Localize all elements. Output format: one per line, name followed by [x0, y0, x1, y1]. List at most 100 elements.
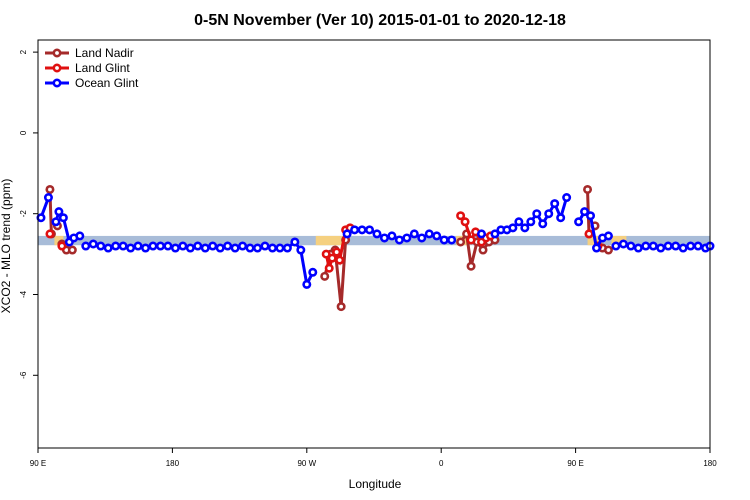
data-point — [550, 199, 560, 209]
data-point — [223, 241, 233, 251]
data-point — [357, 225, 367, 235]
data-point — [36, 213, 46, 223]
x-tick-label: 0 — [439, 459, 444, 468]
data-point — [648, 241, 658, 251]
data-point — [466, 261, 476, 271]
data-point — [532, 209, 542, 219]
data-point — [526, 217, 536, 227]
data-point — [447, 235, 457, 245]
data-point — [603, 231, 613, 241]
data-point — [394, 235, 404, 245]
legend-marker — [52, 48, 62, 58]
reference-band — [38, 235, 710, 246]
y-tick-label: -6 — [19, 371, 28, 379]
data-point — [574, 217, 584, 227]
data-point — [432, 231, 442, 241]
data-point — [245, 243, 255, 253]
data-point — [336, 302, 346, 312]
data-point — [324, 263, 334, 273]
data-point — [43, 193, 53, 203]
plot-area — [36, 184, 715, 312]
data-point — [208, 241, 218, 251]
data-point — [641, 241, 651, 251]
band-highlight — [54, 235, 64, 246]
data-point — [335, 255, 345, 265]
data-point — [671, 241, 681, 251]
data-point — [409, 229, 419, 239]
data-point — [57, 241, 67, 251]
data-point — [514, 217, 524, 227]
data-point — [320, 271, 330, 281]
band-highlight — [611, 235, 627, 246]
data-point — [96, 241, 106, 251]
legend-label: Land Glint — [75, 61, 130, 75]
data-point — [238, 241, 248, 251]
data-point — [424, 229, 434, 239]
data-point — [584, 229, 594, 239]
data-point — [466, 235, 476, 245]
data-point — [387, 231, 397, 241]
series-ocean-glint — [36, 193, 715, 290]
legend-marker — [52, 63, 62, 73]
data-point — [456, 211, 466, 221]
data-point — [417, 233, 427, 243]
data-point — [67, 245, 77, 255]
data-point — [163, 241, 173, 251]
data-point — [402, 233, 412, 243]
y-tick-label: 2 — [19, 49, 28, 54]
legend-label: Ocean Glint — [75, 76, 139, 90]
data-point — [45, 184, 55, 194]
x-tick-label: 90 W — [297, 459, 316, 468]
x-axis: 90 E 180 90 W 0 90 E 180 — [30, 448, 717, 468]
legend-label: Land Nadir — [75, 46, 134, 60]
y-axis-label: XCO2 - MLO trend (ppm) — [0, 179, 13, 314]
data-point — [126, 243, 136, 253]
data-point — [185, 243, 195, 253]
data-point — [148, 241, 158, 251]
data-point — [490, 229, 500, 239]
data-point — [170, 243, 180, 253]
data-point — [200, 243, 210, 253]
data-point — [372, 229, 382, 239]
data-point — [290, 237, 300, 247]
data-point — [321, 249, 331, 259]
y-tick-label: 0 — [19, 130, 28, 135]
data-point — [456, 237, 466, 247]
data-point — [439, 235, 449, 245]
data-point — [118, 241, 128, 251]
data-point — [477, 229, 487, 239]
data-point — [633, 243, 643, 253]
x-tick-label: 180 — [703, 459, 717, 468]
data-point — [308, 267, 318, 277]
data-point — [103, 243, 113, 253]
x-axis-label: Longitude — [349, 477, 402, 491]
data-point — [580, 207, 590, 217]
data-point — [618, 239, 628, 249]
data-point — [193, 241, 203, 251]
data-point — [538, 219, 548, 229]
data-point — [267, 243, 277, 253]
data-point — [75, 231, 85, 241]
data-point — [282, 243, 292, 253]
data-point — [275, 243, 285, 253]
y-tick-label: -2 — [19, 210, 28, 218]
data-point — [544, 209, 554, 219]
y-axis: 2 0 -2 -4 -6 — [19, 49, 38, 379]
data-point — [678, 243, 688, 253]
data-point — [215, 243, 225, 253]
data-point — [562, 193, 572, 203]
data-point — [178, 241, 188, 251]
chart-title: 0-5N November (Ver 10) 2015-01-01 to 202… — [194, 12, 566, 29]
data-point — [379, 233, 389, 243]
x-tick-label: 90 E — [567, 459, 583, 468]
band-highlight — [315, 235, 346, 246]
data-point — [296, 245, 306, 255]
data-point — [508, 223, 518, 233]
y-tick-label: -4 — [19, 290, 28, 298]
data-point — [253, 243, 263, 253]
data-point — [111, 241, 121, 251]
data-point — [58, 213, 68, 223]
data-point — [626, 241, 636, 251]
data-point — [592, 243, 602, 253]
